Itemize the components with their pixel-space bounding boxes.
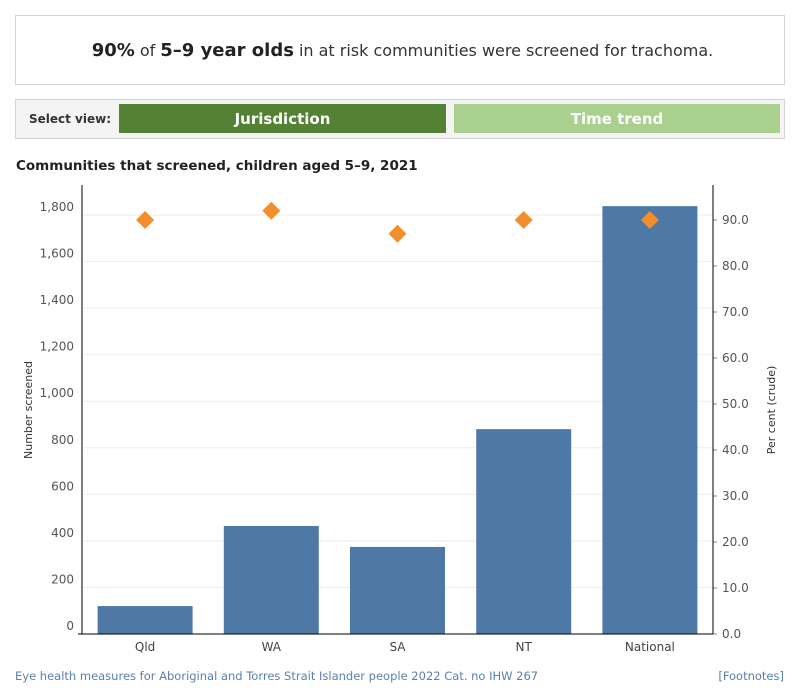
bar-nt: [476, 429, 572, 634]
right-tick-label: 0.0: [722, 627, 741, 641]
jurisdiction-button[interactable]: Jurisdiction: [119, 104, 446, 133]
x-tick-label: WA: [262, 640, 282, 654]
diamond-qld: [136, 211, 155, 229]
headline-of: of: [139, 40, 156, 60]
y-tick-label: 200: [51, 572, 74, 586]
time-trend-button[interactable]: Time trend: [454, 104, 780, 133]
right-tick-label: 90.0: [722, 213, 749, 227]
bar-wa: [223, 525, 319, 634]
headline-text: in at risk communities were screened for…: [298, 40, 714, 60]
view-selector: Select view: Jurisdiction Time trend: [15, 99, 785, 139]
bar-sa: [350, 546, 445, 634]
right-tick-label: 60.0: [722, 351, 749, 365]
right-tick-label: 40.0: [722, 443, 749, 457]
bar-national: [602, 206, 698, 634]
chart-title: Communities that screened, children aged…: [16, 158, 418, 174]
x-tick-label: NT: [516, 640, 533, 654]
headline-banner: 90% of 5–9 year olds in at risk communit…: [15, 15, 785, 85]
diamond-wa: [262, 201, 281, 220]
x-tick-label: SA: [389, 640, 406, 654]
y-tick-label: 600: [51, 479, 74, 493]
diamond-national: [640, 211, 659, 229]
right-tick-label: 30.0: [722, 489, 749, 503]
right-tick-label: 10.0: [722, 581, 749, 595]
y-tick-label: 400: [51, 526, 74, 540]
bar-qld: [97, 606, 193, 634]
y-tick-label: 1,600: [40, 247, 74, 261]
view-label: Select view:: [29, 112, 112, 126]
x-tick-label: National: [625, 640, 675, 654]
y-tick-label: 1,800: [40, 200, 74, 214]
right-tick-label: 20.0: [722, 535, 749, 549]
right-axis-title: Per cent (crude): [765, 366, 778, 455]
y-axis-title: Number screened: [22, 361, 35, 459]
y-tick-label: 1,000: [40, 386, 74, 400]
headline-percent: 90%: [91, 39, 135, 61]
right-tick-label: 70.0: [722, 305, 749, 319]
y-tick-label: 1,400: [40, 293, 74, 307]
y-tick-label: 1,200: [40, 340, 74, 354]
source-link[interactable]: Eye health measures for Aboriginal and T…: [15, 669, 539, 683]
right-tick-label: 80.0: [722, 259, 749, 273]
headline-group: 5–9 year olds: [160, 39, 294, 61]
y-tick-label: 0: [66, 619, 74, 633]
diamond-nt: [514, 211, 533, 229]
footnotes-link[interactable]: [Footnotes]: [718, 669, 784, 683]
diamond-sa: [388, 224, 407, 243]
x-tick-label: Qld: [135, 640, 155, 654]
y-tick-label: 800: [51, 433, 74, 447]
right-tick-label: 50.0: [722, 397, 749, 411]
